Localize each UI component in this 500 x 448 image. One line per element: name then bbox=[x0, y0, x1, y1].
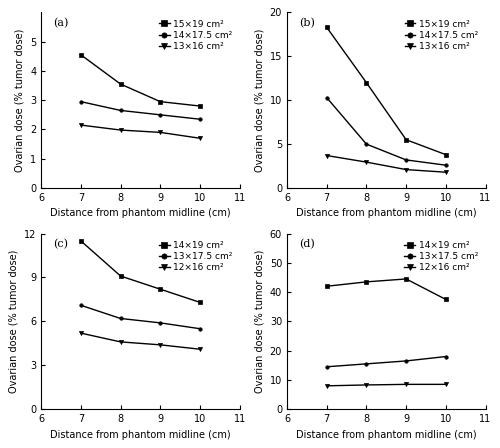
14×19 cm² bbox=[197, 300, 203, 305]
Line: 14×17.5 cm²: 14×17.5 cm² bbox=[78, 98, 204, 123]
15×19 cm² bbox=[78, 52, 84, 57]
15×19 cm² bbox=[197, 103, 203, 109]
Text: (a): (a) bbox=[53, 17, 68, 28]
13×17.5 cm² bbox=[443, 354, 449, 359]
13×16 cm² bbox=[158, 130, 164, 135]
15×19 cm² bbox=[364, 80, 370, 85]
13×16 cm² bbox=[197, 136, 203, 141]
12×16 cm² bbox=[324, 383, 330, 388]
Line: 14×19 cm²: 14×19 cm² bbox=[324, 277, 448, 302]
X-axis label: Distance from phantom midline (cm): Distance from phantom midline (cm) bbox=[50, 208, 230, 219]
13×17.5 cm² bbox=[364, 361, 370, 366]
Line: 13×17.5 cm²: 13×17.5 cm² bbox=[78, 302, 204, 332]
Line: 14×17.5 cm²: 14×17.5 cm² bbox=[323, 94, 450, 168]
14×17.5 cm² bbox=[403, 157, 409, 163]
13×16 cm² bbox=[403, 167, 409, 172]
Legend: 15×19 cm², 14×17.5 cm², 13×16 cm²: 15×19 cm², 14×17.5 cm², 13×16 cm² bbox=[402, 17, 481, 54]
14×17.5 cm² bbox=[197, 116, 203, 122]
14×17.5 cm² bbox=[78, 99, 84, 104]
12×16 cm² bbox=[364, 382, 370, 388]
Text: (b): (b) bbox=[299, 17, 314, 28]
12×16 cm² bbox=[403, 382, 409, 387]
Line: 15×19 cm²: 15×19 cm² bbox=[79, 53, 202, 108]
13×17.5 cm² bbox=[403, 358, 409, 364]
Y-axis label: Ovarian dose (% tumor dose): Ovarian dose (% tumor dose) bbox=[254, 250, 264, 393]
12×16 cm² bbox=[78, 331, 84, 336]
Legend: 15×19 cm², 14×17.5 cm², 13×16 cm²: 15×19 cm², 14×17.5 cm², 13×16 cm² bbox=[156, 17, 235, 54]
Line: 13×16 cm²: 13×16 cm² bbox=[324, 154, 448, 174]
X-axis label: Distance from phantom midline (cm): Distance from phantom midline (cm) bbox=[296, 430, 476, 439]
14×19 cm² bbox=[364, 279, 370, 284]
13×17.5 cm² bbox=[118, 316, 124, 321]
15×19 cm² bbox=[118, 82, 124, 87]
12×16 cm² bbox=[197, 347, 203, 352]
Line: 13×16 cm²: 13×16 cm² bbox=[79, 123, 202, 140]
14×17.5 cm² bbox=[443, 163, 449, 168]
13×16 cm² bbox=[324, 153, 330, 158]
Line: 13×17.5 cm²: 13×17.5 cm² bbox=[323, 353, 450, 370]
12×16 cm² bbox=[158, 342, 164, 348]
14×19 cm² bbox=[118, 273, 124, 279]
13×17.5 cm² bbox=[158, 320, 164, 326]
Legend: 14×19 cm², 13×17.5 cm², 12×16 cm²: 14×19 cm², 13×17.5 cm², 12×16 cm² bbox=[402, 238, 481, 275]
13×16 cm² bbox=[443, 169, 449, 175]
14×17.5 cm² bbox=[364, 142, 370, 147]
13×16 cm² bbox=[78, 122, 84, 128]
Text: (d): (d) bbox=[299, 239, 314, 249]
Line: 12×16 cm²: 12×16 cm² bbox=[79, 331, 202, 351]
Y-axis label: Ovarian dose (% tumor dose): Ovarian dose (% tumor dose) bbox=[254, 29, 264, 172]
14×17.5 cm² bbox=[118, 108, 124, 113]
15×19 cm² bbox=[403, 137, 409, 142]
12×16 cm² bbox=[443, 382, 449, 387]
Legend: 14×19 cm², 13×17.5 cm², 12×16 cm²: 14×19 cm², 13×17.5 cm², 12×16 cm² bbox=[156, 238, 235, 275]
13×16 cm² bbox=[118, 127, 124, 133]
14×19 cm² bbox=[158, 287, 164, 292]
X-axis label: Distance from phantom midline (cm): Distance from phantom midline (cm) bbox=[50, 430, 230, 439]
14×19 cm² bbox=[443, 297, 449, 302]
14×19 cm² bbox=[78, 238, 84, 244]
Line: 15×19 cm²: 15×19 cm² bbox=[324, 25, 448, 157]
14×19 cm² bbox=[403, 276, 409, 282]
14×17.5 cm² bbox=[324, 95, 330, 100]
Line: 14×19 cm²: 14×19 cm² bbox=[79, 239, 202, 305]
13×16 cm² bbox=[364, 159, 370, 165]
15×19 cm² bbox=[158, 99, 164, 104]
X-axis label: Distance from phantom midline (cm): Distance from phantom midline (cm) bbox=[296, 208, 476, 219]
14×19 cm² bbox=[324, 284, 330, 289]
Text: (c): (c) bbox=[53, 239, 68, 249]
Y-axis label: Ovarian dose (% tumor dose): Ovarian dose (% tumor dose) bbox=[8, 250, 18, 393]
Y-axis label: Ovarian dose (% tumor dose): Ovarian dose (% tumor dose) bbox=[14, 29, 24, 172]
Line: 12×16 cm²: 12×16 cm² bbox=[324, 382, 448, 388]
13×17.5 cm² bbox=[197, 326, 203, 332]
15×19 cm² bbox=[443, 152, 449, 157]
14×17.5 cm² bbox=[158, 112, 164, 117]
13×17.5 cm² bbox=[324, 364, 330, 370]
15×19 cm² bbox=[324, 25, 330, 30]
12×16 cm² bbox=[118, 339, 124, 345]
13×17.5 cm² bbox=[78, 302, 84, 308]
